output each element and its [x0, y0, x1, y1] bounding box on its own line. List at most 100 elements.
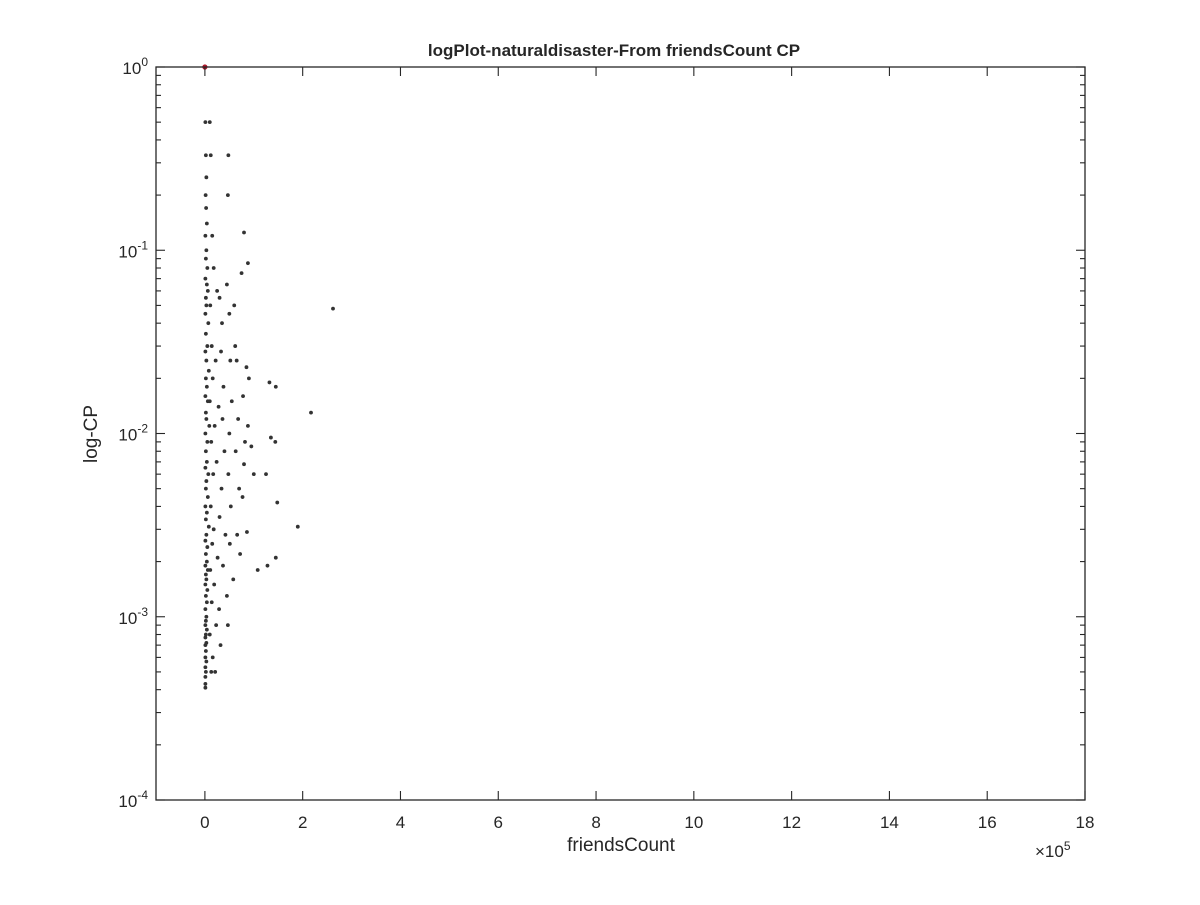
- data-point: [203, 563, 208, 568]
- data-point: [227, 431, 232, 436]
- data-point: [215, 289, 220, 293]
- data-point: [217, 515, 222, 519]
- data-point: [225, 282, 229, 287]
- data-point: [203, 153, 208, 158]
- data-point: [203, 504, 208, 509]
- y-tick-label-exponent: 0: [141, 55, 148, 69]
- data-point: [205, 545, 210, 549]
- data-point: [219, 486, 224, 491]
- data-point: [207, 120, 212, 125]
- data-point: [275, 500, 280, 505]
- y-tick-label-base: 10: [118, 242, 137, 261]
- data-point: [209, 439, 214, 444]
- x-tick-label: 18: [1076, 813, 1095, 832]
- data-point: [207, 632, 212, 637]
- data-point: [264, 472, 268, 477]
- data-point: [210, 541, 215, 546]
- x-tick-label: 0: [200, 813, 209, 832]
- data-point: [203, 276, 208, 281]
- data-point: [204, 175, 209, 180]
- y-tick-label: 10-3: [118, 605, 148, 628]
- data-point: [203, 635, 208, 640]
- data-point: [226, 153, 231, 158]
- y-tick-label: 10-4: [118, 788, 148, 811]
- data-point: [232, 303, 237, 308]
- data-point: [203, 538, 208, 543]
- data-point: [225, 193, 230, 197]
- data-point: [204, 282, 209, 287]
- data-point: [208, 504, 213, 509]
- data-point: [203, 311, 208, 316]
- data-point: [205, 266, 210, 270]
- data-point: [204, 384, 209, 389]
- data-point: [233, 344, 238, 348]
- data-point: [203, 394, 208, 398]
- data-point: [231, 577, 236, 582]
- data-point: [203, 582, 208, 587]
- data-point: [203, 607, 208, 612]
- data-point: [212, 424, 217, 428]
- data-point: [213, 358, 218, 363]
- data-point: [206, 321, 211, 326]
- data-point: [244, 365, 249, 370]
- y-tick-label-base: 10: [122, 59, 141, 78]
- data-point: [242, 462, 246, 467]
- data-point: [203, 517, 208, 522]
- x-tick-label: 4: [396, 813, 405, 832]
- data-point: [203, 665, 208, 670]
- data-point: [211, 266, 216, 270]
- data-point: [203, 593, 208, 598]
- data-point: [204, 614, 209, 619]
- data-point: [233, 449, 238, 454]
- data-point: [203, 552, 208, 556]
- data-point: [243, 439, 247, 444]
- x-tick-label: 6: [494, 813, 503, 832]
- data-point: [204, 479, 209, 483]
- data-point: [205, 588, 210, 592]
- data-point: [221, 563, 225, 568]
- y-tick-label-base: 10: [118, 426, 137, 445]
- data-point: [309, 410, 313, 415]
- data-point: [206, 472, 211, 477]
- x-tick-label: 16: [978, 813, 997, 832]
- data-point: [216, 404, 221, 409]
- data-point: [221, 384, 226, 389]
- data-point: [214, 459, 219, 464]
- data-point: [222, 449, 227, 454]
- data-point: [227, 311, 232, 316]
- data-point: [273, 439, 278, 444]
- data-point: [218, 643, 223, 648]
- data-point: [228, 358, 233, 363]
- data-point: [204, 358, 209, 363]
- data-point: [204, 221, 209, 226]
- data-point: [209, 670, 214, 674]
- data-point: [295, 524, 300, 529]
- data-point: [273, 384, 278, 389]
- data-point: [220, 321, 224, 326]
- data-point: [210, 376, 215, 381]
- axes-box: [155, 66, 1086, 801]
- y-tick-label: 10-1: [118, 238, 148, 261]
- data-point: [238, 552, 243, 556]
- data-point: [204, 600, 209, 605]
- data-point: [237, 486, 242, 491]
- data-point: [207, 424, 212, 428]
- x-axis-multiplier-exponent: 5: [1064, 839, 1071, 853]
- data-point: [239, 271, 244, 276]
- data-point: [205, 344, 210, 348]
- data-point: [204, 659, 209, 664]
- data-point: [241, 394, 245, 398]
- y-tick-label-base: 10: [118, 792, 137, 811]
- data-point: [205, 439, 210, 444]
- data-point: [213, 670, 218, 674]
- data-point: [255, 568, 260, 572]
- data-point: [204, 417, 209, 421]
- data-point: [203, 193, 208, 197]
- data-point: [210, 655, 215, 660]
- data-point: [234, 358, 239, 363]
- data-point: [269, 435, 273, 440]
- data-point: [228, 504, 233, 509]
- data-point: [223, 532, 228, 537]
- data-point: [204, 248, 209, 253]
